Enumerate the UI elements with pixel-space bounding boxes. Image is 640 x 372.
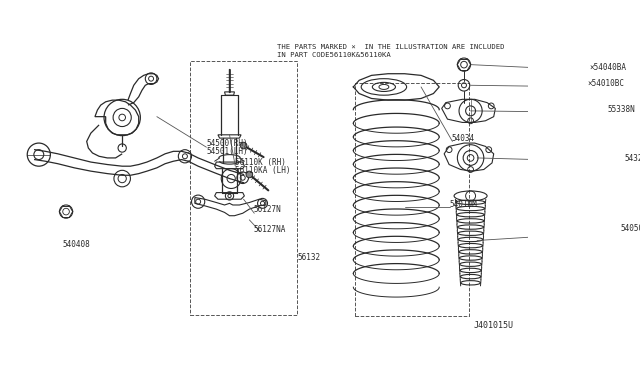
Text: 54034: 54034 [452,134,475,142]
Text: ×54010BC: ×54010BC [588,79,625,88]
Text: 56110K (RH): 56110K (RH) [236,158,286,167]
Text: 54501(LH): 54501(LH) [206,147,248,156]
Text: ×54040BA: ×54040BA [589,62,627,72]
Bar [355,83,469,317]
Text: 54320: 54320 [624,154,640,163]
Text: J401015U: J401015U [474,321,513,330]
Text: 56127NA: 56127NA [253,225,286,234]
Text: 54010M: 54010M [449,200,477,209]
Text: 54500(RH): 54500(RH) [206,138,248,148]
Text: 56110KA (LH): 56110KA (LH) [236,166,291,175]
Text: IN PART CODE56110K&56110KA: IN PART CODE56110K&56110KA [276,52,390,58]
Text: THE PARTS MARKED ×  IN THE ILLUSTRATION ARE INCLUDED: THE PARTS MARKED × IN THE ILLUSTRATION A… [276,44,504,50]
Text: 56132: 56132 [297,253,321,262]
Text: 54050M: 54050M [620,224,640,232]
Text: 56127N: 56127N [253,205,281,214]
Bar [190,61,297,315]
Text: 55338N: 55338N [607,105,636,114]
Circle shape [246,171,253,178]
Circle shape [240,142,247,149]
Text: 540408: 540408 [63,240,90,249]
